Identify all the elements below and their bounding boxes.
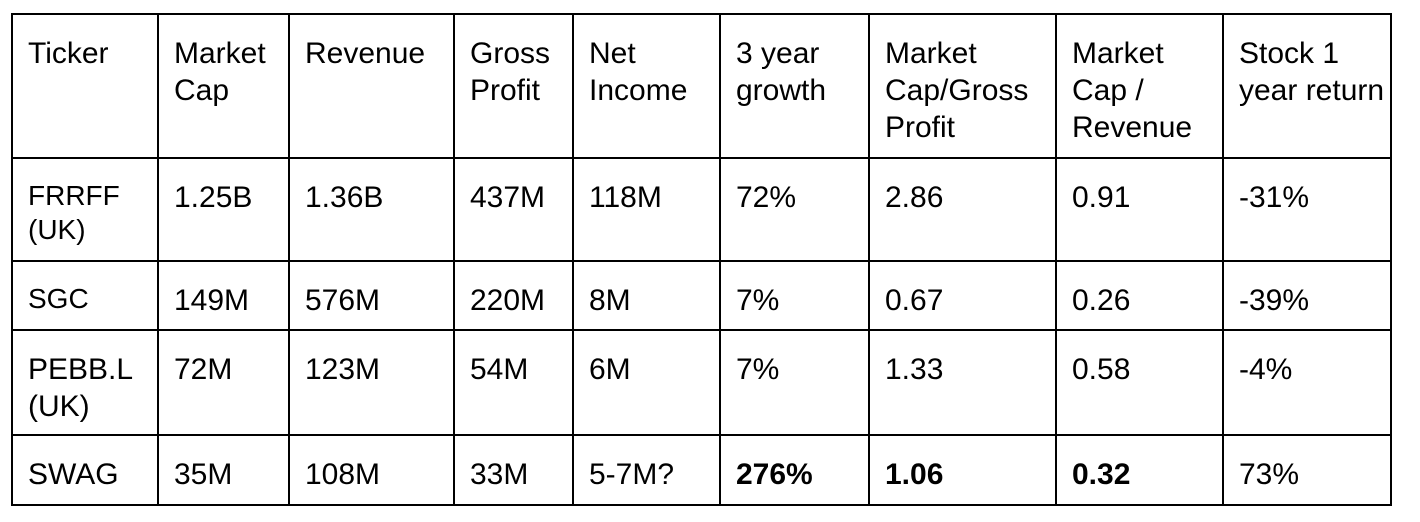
growth-cell: 7% xyxy=(719,260,870,331)
growth-cell: 7% xyxy=(719,329,870,436)
market-cap-cell: 72M xyxy=(157,329,290,436)
header-row: Ticker Market Cap Revenue Gross Profit N… xyxy=(11,13,1392,159)
growth-cell: 72% xyxy=(719,157,870,262)
stock-comparison-table: Ticker Market Cap Revenue Gross Profit N… xyxy=(11,13,1392,506)
stock-return-cell: -39% xyxy=(1222,260,1392,331)
market-cap-gross-profit-cell: 1.33 xyxy=(868,329,1057,436)
table-row: FRRFF (UK) 1.25B 1.36B 437M 118M 72% 2.8… xyxy=(11,157,1392,262)
stock-return-cell: -31% xyxy=(1222,157,1392,262)
market-cap-gross-profit-cell: 0.67 xyxy=(868,260,1057,331)
gross-profit-cell: 54M xyxy=(453,329,574,436)
net-income-cell: 118M xyxy=(572,157,721,262)
ticker-cell: SGC xyxy=(11,260,159,331)
market-cap-cell: 35M xyxy=(157,434,290,506)
header-cell-stock-1-year-return: Stock 1 year return xyxy=(1222,13,1392,159)
comparison-table-container: Ticker Market Cap Revenue Gross Profit N… xyxy=(11,13,1392,506)
net-income-cell: 6M xyxy=(572,329,721,436)
market-cap-revenue-cell: 0.58 xyxy=(1055,329,1224,436)
revenue-cell: 1.36B xyxy=(288,157,455,262)
ticker-cell: SWAG xyxy=(11,434,159,506)
ticker-cell: PEBB.L (UK) xyxy=(11,329,159,436)
market-cap-revenue-cell: 0.91 xyxy=(1055,157,1224,262)
market-cap-revenue-cell: 0.32 xyxy=(1055,434,1224,506)
table-row: SGC 149M 576M 220M 8M 7% 0.67 0.26 -39% xyxy=(11,260,1392,331)
stock-return-cell: -4% xyxy=(1222,329,1392,436)
table-row: SWAG 35M 108M 33M 5-7M? 276% 1.06 0.32 7… xyxy=(11,434,1392,506)
header-cell-3-year-growth: 3 year growth xyxy=(719,13,870,159)
market-cap-gross-profit-cell: 2.86 xyxy=(868,157,1057,262)
stock-return-cell: 73% xyxy=(1222,434,1392,506)
header-cell-ticker: Ticker xyxy=(11,13,159,159)
header-cell-revenue: Revenue xyxy=(288,13,455,159)
gross-profit-cell: 33M xyxy=(453,434,574,506)
ticker-cell: FRRFF (UK) xyxy=(11,157,159,262)
gross-profit-cell: 220M xyxy=(453,260,574,331)
header-cell-market-cap-revenue: Market Cap / Revenue xyxy=(1055,13,1224,159)
net-income-cell: 8M xyxy=(572,260,721,331)
header-cell-market-cap: Market Cap xyxy=(157,13,290,159)
table-row: PEBB.L (UK) 72M 123M 54M 6M 7% 1.33 0.58… xyxy=(11,329,1392,436)
header-cell-market-cap-gross-profit: Market Cap/Gross Profit xyxy=(868,13,1057,159)
growth-cell: 276% xyxy=(719,434,870,506)
revenue-cell: 123M xyxy=(288,329,455,436)
market-cap-cell: 149M xyxy=(157,260,290,331)
gross-profit-cell: 437M xyxy=(453,157,574,262)
market-cap-gross-profit-cell: 1.06 xyxy=(868,434,1057,506)
header-cell-gross-profit: Gross Profit xyxy=(453,13,574,159)
market-cap-cell: 1.25B xyxy=(157,157,290,262)
revenue-cell: 108M xyxy=(288,434,455,506)
net-income-cell: 5-7M? xyxy=(572,434,721,506)
header-cell-net-income: Net Income xyxy=(572,13,721,159)
revenue-cell: 576M xyxy=(288,260,455,331)
market-cap-revenue-cell: 0.26 xyxy=(1055,260,1224,331)
